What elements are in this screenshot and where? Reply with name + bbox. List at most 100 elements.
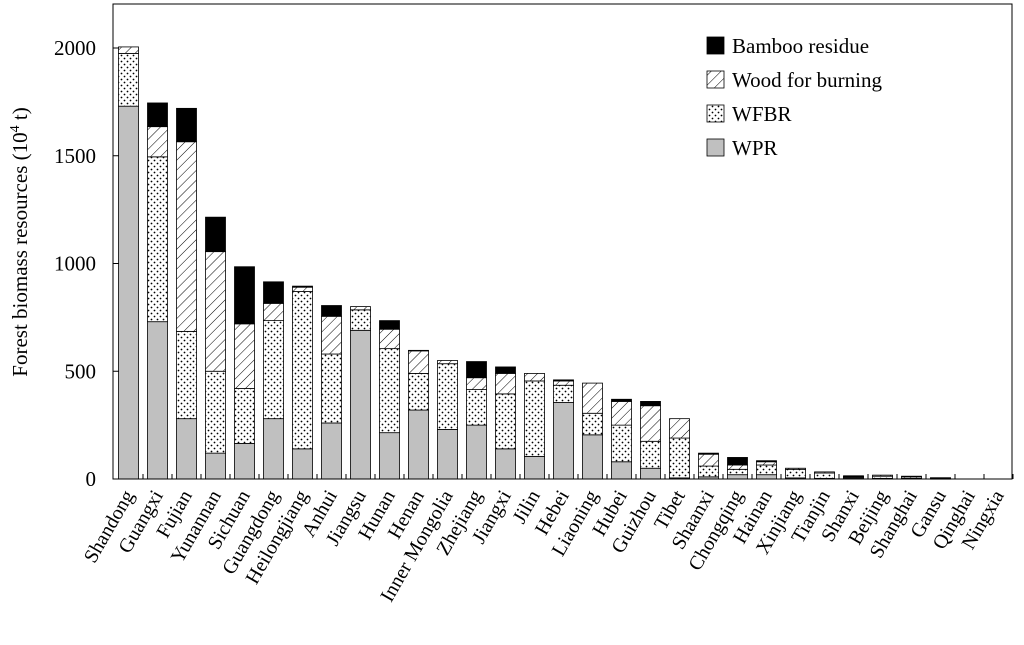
bar-hainan-bamboo-residue xyxy=(756,460,777,463)
bar-chongqing-bamboo-residue xyxy=(727,457,748,466)
bar-zhejiang-wpr xyxy=(466,424,487,480)
bar-shaanxi-bamboo-residue xyxy=(698,452,719,455)
legend-swatch-wfbr xyxy=(706,104,725,123)
y-tick-label-2000: 2000 xyxy=(54,36,96,60)
bar-hunan-bamboo-residue xyxy=(379,320,400,330)
bar-yunannan-wood-for-burning xyxy=(205,251,226,372)
bar-guangdong-wood-for-burning xyxy=(263,302,284,322)
bar-guangxi-bamboo-residue xyxy=(147,102,168,128)
bar-hebei-wfbr xyxy=(553,384,574,403)
bar-guangdong-wpr xyxy=(263,418,284,480)
bar-guangxi-wpr xyxy=(147,321,168,480)
bar-guizhou-wpr xyxy=(640,467,661,480)
bars-group xyxy=(118,46,951,480)
legend-label-bamboo-residue: Bamboo residue xyxy=(732,34,869,58)
bar-fujian-wood-for-burning xyxy=(176,141,197,332)
bar-sichuan-wpr xyxy=(234,443,255,480)
bar-sichuan-wood-for-burning xyxy=(234,323,255,389)
bar-xinjiang-wfbr xyxy=(785,468,806,479)
bar-chongqing-wpr xyxy=(727,474,748,480)
bar-hubei-wpr xyxy=(611,461,632,480)
bar-shanxi-bamboo-residue xyxy=(843,475,864,477)
bar-jiangxi-wood-for-burning xyxy=(495,373,516,395)
bar-fujian-bamboo-residue xyxy=(176,107,197,143)
bar-hainan-wpr xyxy=(756,474,777,480)
bar-jiangsu-wfbr xyxy=(350,309,371,331)
bar-guizhou-wfbr xyxy=(640,440,661,469)
bar-zhejiang-wood-for-burning xyxy=(466,377,487,390)
bar-guangxi-wood-for-burning xyxy=(147,126,168,158)
bar-hainan-wood-for-burning xyxy=(756,461,777,466)
bar-shaanxi-wood-for-burning xyxy=(698,453,719,467)
bar-shaanxi-wfbr xyxy=(698,465,719,478)
bar-shandong-wpr xyxy=(118,105,139,480)
bar-liaoning-wpr xyxy=(582,434,603,480)
bar-jiangsu-wpr xyxy=(350,329,371,480)
bar-liaoning-wood-for-burning xyxy=(582,382,603,414)
bar-zhejiang-bamboo-residue xyxy=(466,361,487,379)
y-tick-label-500: 500 xyxy=(65,359,97,383)
bar-hubei-bamboo-residue xyxy=(611,398,632,402)
bar-anhui-wfbr xyxy=(321,353,342,424)
bar-guizhou-bamboo-residue xyxy=(640,401,661,407)
bar-shanghai-wood-for-burning xyxy=(901,475,922,478)
y-tick-label-0: 0 xyxy=(86,467,97,491)
bar-inner-mongolia-wpr xyxy=(437,429,458,480)
bar-heilongjiang-bamboo-residue xyxy=(292,285,313,288)
bar-guangdong-wfbr xyxy=(263,320,284,420)
bar-jiangsu-wood-for-burning xyxy=(350,306,371,311)
bar-inner-mongolia-wood-for-burning xyxy=(437,360,458,365)
bar-heilongjiang-wpr xyxy=(292,448,313,480)
bar-guangdong-bamboo-residue xyxy=(263,281,284,304)
bar-shandong-wood-for-burning xyxy=(118,46,139,54)
bar-chongqing-wood-for-burning xyxy=(727,464,748,470)
bar-hainan-wfbr xyxy=(756,464,777,476)
bar-henan-wpr xyxy=(408,409,429,480)
plot-frame xyxy=(112,3,1013,480)
bar-tianjin-wfbr xyxy=(814,472,835,479)
bar-hubei-wood-for-burning xyxy=(611,401,632,426)
bar-yunannan-wfbr xyxy=(205,370,226,454)
bar-anhui-wpr xyxy=(321,422,342,480)
bar-zhejiang-wfbr xyxy=(466,389,487,426)
bar-jiangxi-wfbr xyxy=(495,393,516,450)
bar-fujian-wpr xyxy=(176,418,197,480)
bar-tibet-wood-for-burning xyxy=(669,418,690,439)
legend-swatch-wood-for-burning xyxy=(706,70,725,89)
y-axis-title: Forest biomass resources (104 t) xyxy=(8,107,32,376)
bar-henan-wfbr xyxy=(408,373,429,411)
bar-tianjin-wood-for-burning xyxy=(814,471,835,474)
bar-hubei-wfbr xyxy=(611,424,632,463)
y-tick-label-1000: 1000 xyxy=(54,252,96,276)
bar-jiangxi-bamboo-residue xyxy=(495,366,516,374)
bar-sichuan-bamboo-residue xyxy=(234,266,255,325)
legend-swatch-wpr xyxy=(706,138,725,157)
bar-jilin-wpr xyxy=(524,455,545,480)
bar-inner-mongolia-wfbr xyxy=(437,363,458,430)
legend-label-wpr: WPR xyxy=(732,136,778,160)
bar-anhui-bamboo-residue xyxy=(321,305,342,317)
bar-guizhou-wood-for-burning xyxy=(640,405,661,442)
bar-chongqing-wfbr xyxy=(727,468,748,476)
bar-jilin-wood-for-burning xyxy=(524,373,545,382)
bar-henan-wood-for-burning xyxy=(408,350,429,374)
bar-hunan-wood-for-burning xyxy=(379,328,400,350)
bar-yunannan-bamboo-residue xyxy=(205,216,226,253)
bar-hebei-wpr xyxy=(553,402,574,480)
bar-hunan-wpr xyxy=(379,432,400,480)
bar-anhui-wood-for-burning xyxy=(321,315,342,355)
legend-label-wfbr: WFBR xyxy=(732,102,792,126)
bar-heilongjiang-wfbr xyxy=(292,291,313,450)
bar-yunannan-wpr xyxy=(205,452,226,480)
bar-hebei-wood-for-burning xyxy=(553,380,574,386)
bar-guangxi-wfbr xyxy=(147,156,168,323)
bar-shandong-wfbr xyxy=(118,52,139,107)
bar-jilin-wfbr xyxy=(524,380,545,457)
bar-hunan-wfbr xyxy=(379,348,400,434)
bar-gansu-bamboo-residue xyxy=(930,477,951,479)
bar-jiangxi-wpr xyxy=(495,448,516,480)
bar-xinjiang-wood-for-burning xyxy=(785,467,806,470)
bar-heilongjiang-wood-for-burning xyxy=(292,286,313,292)
legend-swatch-bamboo-residue xyxy=(706,36,725,55)
